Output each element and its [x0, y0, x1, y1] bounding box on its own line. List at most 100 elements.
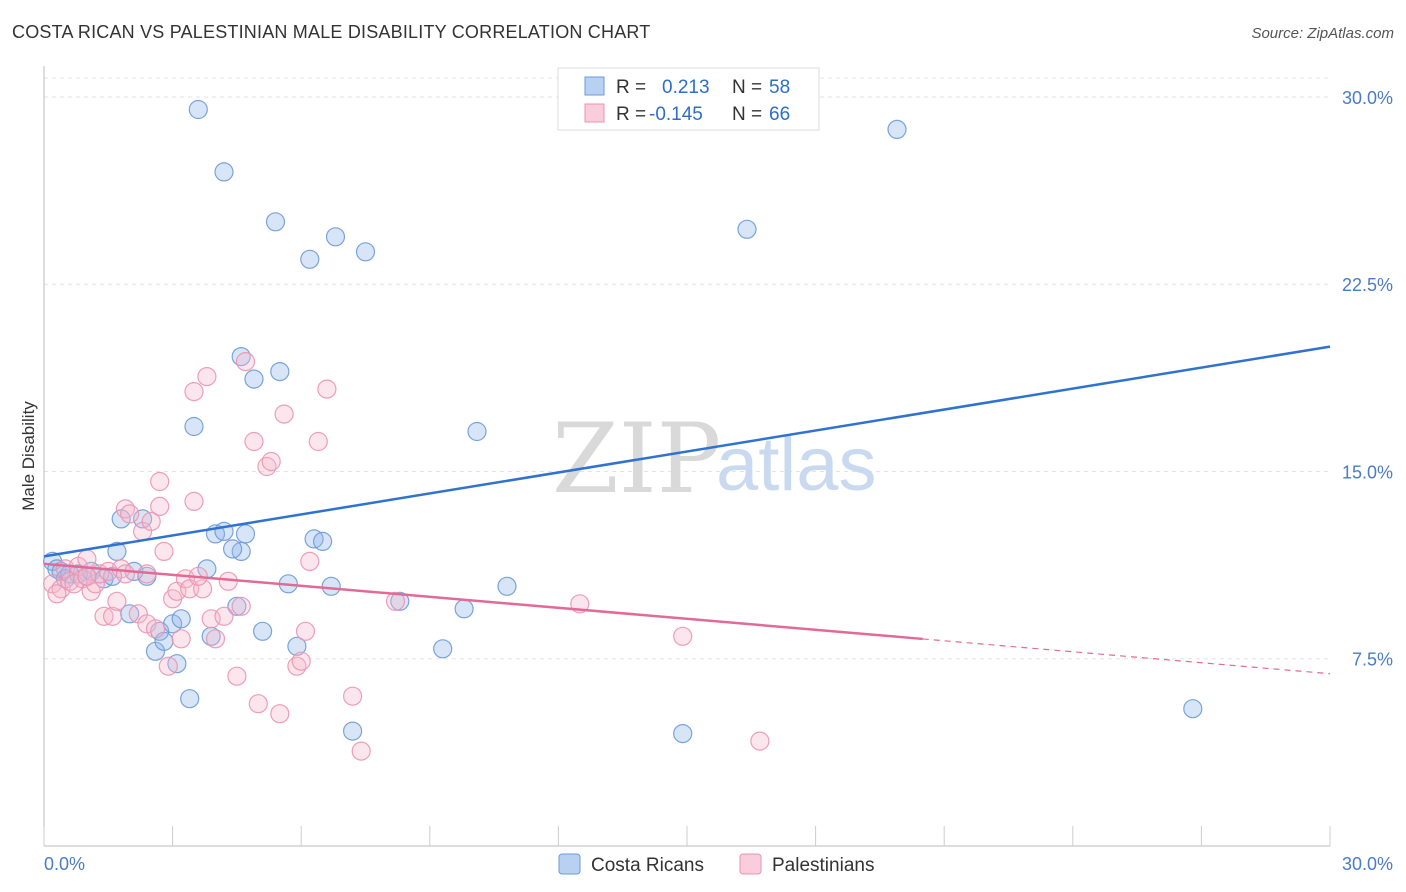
bottom-legend-swatch-costa-ricans — [558, 853, 581, 875]
point-palestinians-55 — [317, 379, 337, 399]
legend-r-label-0: R = — [616, 77, 646, 98]
bottom-legend-label-costa-ricans: Costa Ricans — [591, 855, 704, 876]
point-costa-ricans-51 — [497, 576, 517, 596]
point-palestinians-38 — [205, 629, 226, 649]
chart-title: COSTA RICAN VS PALESTINIAN MALE DISABILI… — [12, 22, 651, 42]
point-palestinians-24 — [150, 496, 170, 516]
point-palestinians-13 — [102, 606, 123, 626]
trend-line-palestinians — [43, 562, 923, 641]
point-costa-ricans-44 — [325, 227, 346, 247]
point-palestinians-53 — [300, 551, 320, 572]
point-palestinians-16 — [115, 564, 136, 584]
point-palestinians-48 — [270, 704, 290, 724]
watermark-atlas: atlas — [716, 422, 877, 507]
y-tick-label-3: 30.0% — [1342, 88, 1393, 108]
point-costa-ricans-22 — [180, 689, 200, 709]
point-costa-ricans-36 — [265, 212, 286, 232]
point-costa-ricans-57 — [223, 539, 243, 559]
point-costa-ricans-46 — [355, 242, 376, 262]
point-costa-ricans-23 — [184, 416, 204, 437]
point-costa-ricans-40 — [300, 249, 320, 269]
point-palestinians-33 — [184, 491, 204, 511]
point-palestinians-44 — [244, 431, 264, 452]
point-costa-ricans-34 — [244, 369, 264, 389]
point-costa-ricans-53 — [673, 723, 693, 744]
point-palestinians-45 — [248, 694, 268, 714]
point-palestinians-51 — [291, 651, 311, 671]
point-costa-ricans-37 — [270, 362, 290, 382]
point-palestinians-63 — [77, 566, 97, 586]
point-palestinians-14 — [107, 591, 127, 611]
legend-n-value-0: 58 — [769, 77, 790, 98]
point-costa-ricans-21 — [171, 609, 191, 629]
trend-lines — [43, 345, 1331, 675]
x-tick-labels: 0.0% 30.0% — [44, 854, 1393, 874]
legend-n-value-1: 66 — [769, 104, 790, 125]
legend-n-label-0: N = — [732, 77, 762, 98]
point-palestinians-54 — [308, 431, 328, 452]
point-palestinians-62 — [47, 584, 67, 604]
bottom-legend-swatch-palestinians — [739, 853, 762, 875]
x-tick-label-0: 0.0% — [44, 854, 85, 874]
point-palestinians-18 — [120, 504, 140, 524]
legend-r-value-0: 0.213 — [662, 77, 710, 98]
y-tick-label-1: 15.0% — [1342, 462, 1393, 482]
point-palestinians-56 — [343, 686, 363, 706]
bottom-legend: Costa Ricans Palestinians — [558, 853, 874, 876]
point-costa-ricans-30 — [227, 596, 247, 616]
point-costa-ricans-35 — [253, 621, 273, 641]
legend-r-label-1: R = — [616, 104, 646, 125]
grid-lines — [44, 77, 1330, 660]
point-costa-ricans-24 — [188, 99, 208, 120]
point-palestinians-41 — [227, 666, 247, 686]
point-palestinians-52 — [295, 621, 316, 641]
watermark: ZIP atlas — [552, 403, 877, 515]
point-palestinians-58 — [385, 591, 406, 611]
point-palestinians-30 — [171, 629, 191, 649]
point-palestinians-42 — [231, 596, 251, 616]
point-palestinians-49 — [274, 404, 294, 424]
point-palestinians-61 — [750, 731, 770, 751]
point-costa-ricans-49 — [454, 599, 474, 619]
point-costa-ricans-43 — [321, 576, 341, 596]
point-costa-ricans-39 — [287, 636, 307, 656]
source-label: Source: ZipAtlas.com — [1251, 25, 1394, 42]
y-tick-label-0: 7.5% — [1352, 650, 1393, 670]
y-tick-labels: 7.5% 15.0% 22.5% 30.0% — [1342, 88, 1393, 670]
point-costa-ricans-29 — [214, 162, 234, 182]
point-palestinians-60 — [673, 626, 693, 646]
point-palestinians-47 — [261, 451, 281, 472]
point-costa-ricans-47 — [390, 591, 410, 611]
bottom-legend-label-palestinians: Palestinians — [772, 855, 874, 876]
axes — [43, 66, 1331, 847]
point-palestinians-23 — [145, 619, 166, 639]
point-costa-ricans-33 — [235, 524, 256, 544]
point-palestinians-27 — [158, 656, 178, 676]
trend-line-costa-ricans — [43, 345, 1331, 558]
point-palestinians-22 — [141, 511, 161, 532]
data-points — [42, 97, 1203, 761]
point-costa-ricans-42 — [313, 531, 333, 552]
point-palestinians-34 — [184, 382, 204, 402]
y-tick-label-2: 22.5% — [1342, 275, 1393, 295]
point-palestinians-35 — [193, 579, 213, 599]
point-costa-ricans-48 — [433, 639, 453, 659]
y-axis-label: Male Disability — [19, 401, 38, 511]
legend-swatch-costa-ricans — [584, 76, 605, 96]
point-costa-ricans-55 — [887, 119, 907, 139]
point-palestinians-36 — [197, 367, 217, 387]
point-palestinians-7 — [77, 549, 97, 569]
legend-r-value-1: -0.145 — [649, 104, 703, 125]
point-costa-ricans-56 — [1183, 699, 1203, 719]
point-palestinians-39 — [214, 606, 234, 626]
point-costa-ricans-50 — [467, 421, 487, 442]
legend-n-label-1: N = — [732, 104, 762, 125]
point-costa-ricans-54 — [737, 219, 757, 239]
point-costa-ricans-45 — [343, 721, 363, 741]
point-palestinians-43 — [235, 352, 256, 372]
trend-line-dashed-palestinians — [922, 638, 1331, 675]
point-palestinians-26 — [154, 541, 174, 562]
legend-swatch-palestinians — [584, 103, 605, 123]
point-palestinians-25 — [150, 471, 170, 492]
